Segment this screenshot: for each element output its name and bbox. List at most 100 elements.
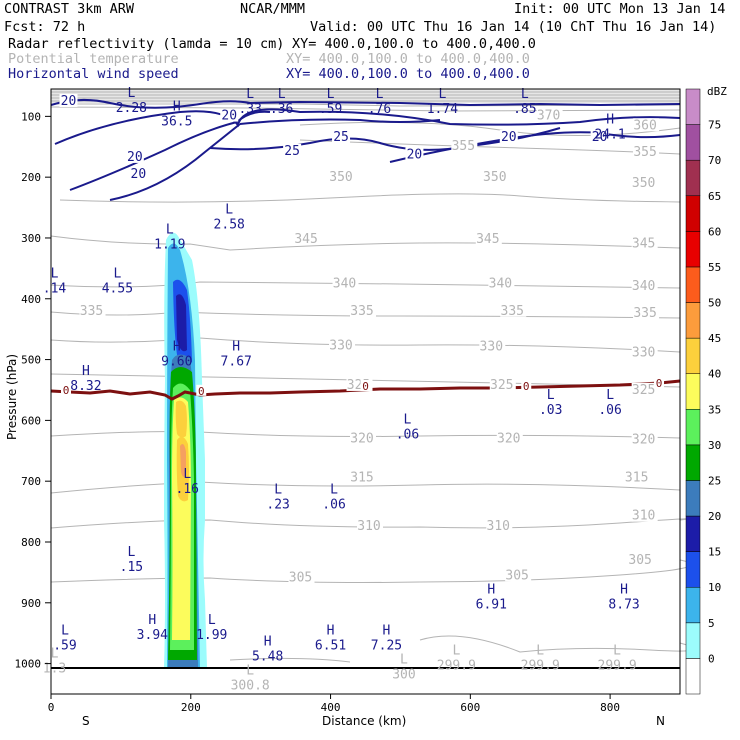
forecast-hour: Fcst: 72 h bbox=[4, 19, 85, 35]
low-marker: L bbox=[246, 87, 254, 102]
colorbar-swatch bbox=[685, 586, 701, 624]
high-marker: H bbox=[383, 623, 391, 638]
theta-contour-label: 345 bbox=[632, 236, 655, 251]
colorbar-swatch bbox=[685, 551, 701, 588]
extremum-value: 3.94 bbox=[137, 628, 168, 643]
colorbar-swatch bbox=[685, 159, 701, 197]
extremum-value: 6.91 bbox=[476, 598, 507, 613]
theta-contour-label: 315 bbox=[350, 470, 373, 485]
theta-label-bg bbox=[496, 431, 523, 445]
theta-label-bg bbox=[631, 432, 658, 446]
wind-label-bg bbox=[59, 93, 78, 107]
colorbar-level-label: 30 bbox=[708, 439, 721, 452]
theta-contour-label: 340 bbox=[489, 276, 512, 291]
extremum-value: 1.99 bbox=[196, 628, 227, 643]
colorbar-level-label: 35 bbox=[708, 403, 721, 416]
theta-contour-label: 355 bbox=[633, 145, 656, 160]
extremum-value: 299.9 bbox=[521, 658, 560, 673]
extremum-value: 8.32 bbox=[70, 379, 101, 394]
theta-contour-345 bbox=[50, 235, 681, 251]
wind-label-bg bbox=[220, 108, 239, 122]
colorbar-swatch bbox=[685, 88, 701, 125]
theta-contour-label: 325 bbox=[490, 378, 513, 393]
wind-contour-label: 20 bbox=[61, 94, 77, 109]
colorbar-swatch bbox=[685, 337, 701, 374]
wind-label-bg bbox=[125, 149, 144, 163]
x-axis-label: Distance (km) bbox=[322, 714, 406, 728]
extremum-value: 299.9 bbox=[598, 658, 637, 673]
low-marker: L bbox=[225, 203, 233, 218]
low-marker: L bbox=[330, 482, 338, 497]
theta-label-bg bbox=[536, 108, 563, 122]
theta-contour-label: 335 bbox=[501, 304, 524, 319]
low-marker: L bbox=[404, 412, 412, 427]
plot-background bbox=[51, 89, 680, 694]
extremum-value: .15 bbox=[120, 560, 143, 575]
field-reflectivity-name: Radar reflectivity (lamda = 10 cm) bbox=[8, 36, 284, 52]
theta-label-bg bbox=[633, 306, 660, 320]
colorbar-level-label: 75 bbox=[708, 119, 721, 132]
extremum-value: .23 bbox=[266, 497, 289, 512]
theta-contour-label: 305 bbox=[289, 571, 312, 586]
y-tick-label: 500 bbox=[21, 354, 41, 367]
wind-contour-25 bbox=[209, 127, 561, 151]
theta-label-bg bbox=[624, 470, 651, 484]
low-marker: L bbox=[51, 647, 59, 662]
theta-label-bg bbox=[475, 232, 502, 246]
theta-contour-label: 350 bbox=[483, 170, 506, 185]
theta-contour-label: 310 bbox=[487, 519, 510, 534]
low-marker: L bbox=[127, 86, 135, 101]
y-tick-label: 800 bbox=[21, 536, 41, 549]
wind-label-layer: 20 20 20 20 25 25 20 20 20 bbox=[59, 93, 609, 182]
wind-label-bg bbox=[499, 129, 518, 143]
theta-contour-label: 350 bbox=[632, 176, 655, 191]
wind-contours bbox=[50, 99, 681, 201]
freezing-level-label: 0 bbox=[523, 380, 530, 393]
colorbar-level-label: 15 bbox=[708, 546, 721, 559]
theta-label-bg bbox=[479, 339, 506, 353]
wind-jet-top bbox=[50, 99, 681, 109]
low-marker: L bbox=[452, 643, 460, 658]
zero-label-bg bbox=[654, 376, 665, 388]
theta-band-lines bbox=[50, 91, 681, 112]
low-marker: L bbox=[327, 87, 335, 102]
theta-contour-label: 350 bbox=[329, 170, 352, 185]
center-title: NCAR/MMM bbox=[240, 1, 305, 17]
refl-50dbz bbox=[180, 444, 186, 477]
high-marker: H bbox=[82, 364, 90, 379]
theta-label-bg bbox=[631, 278, 658, 292]
colorbar-title: dBZ bbox=[707, 85, 727, 98]
wind-contour-label: 20 bbox=[592, 130, 608, 145]
theta-contour-label: 305 bbox=[628, 553, 651, 568]
wind-contour-inner bbox=[239, 118, 441, 125]
y-tick-label: 100 bbox=[21, 110, 41, 123]
y-tick-label: 300 bbox=[21, 232, 41, 245]
theta-label-bg bbox=[350, 470, 377, 484]
low-marker: L bbox=[376, 87, 384, 102]
colorbar-swatch bbox=[685, 444, 701, 481]
extremum-value: 6.51 bbox=[315, 638, 346, 653]
high-marker: H bbox=[173, 339, 181, 354]
theta-contour-label: 330 bbox=[632, 346, 655, 361]
low-marker: L bbox=[400, 653, 408, 668]
colorbar-swatch bbox=[685, 302, 701, 339]
colorbar-level-label: 20 bbox=[708, 510, 721, 523]
y-tick-label: 900 bbox=[21, 597, 41, 610]
theta-contour-label: 310 bbox=[357, 519, 380, 534]
init-time: Init: 00 UTC Mon 13 Jan 14 bbox=[514, 1, 725, 17]
theta-contour-label: 330 bbox=[480, 340, 503, 355]
zero-label-bg bbox=[521, 379, 532, 391]
theta-contour-label: 310 bbox=[632, 509, 655, 524]
high-marker: H bbox=[148, 613, 156, 628]
wind-contour-label: 20 bbox=[127, 150, 143, 165]
zero-label-bg bbox=[196, 384, 207, 396]
x-tick-label: 0 bbox=[48, 701, 55, 714]
theta-contour-label: 370 bbox=[537, 109, 560, 124]
wind-label-bg bbox=[405, 147, 424, 161]
wind-label-bg bbox=[332, 129, 351, 143]
theta-contour-label: 340 bbox=[333, 276, 356, 291]
theta-contour-label: 345 bbox=[294, 232, 317, 247]
theta-label-bg bbox=[329, 338, 356, 352]
